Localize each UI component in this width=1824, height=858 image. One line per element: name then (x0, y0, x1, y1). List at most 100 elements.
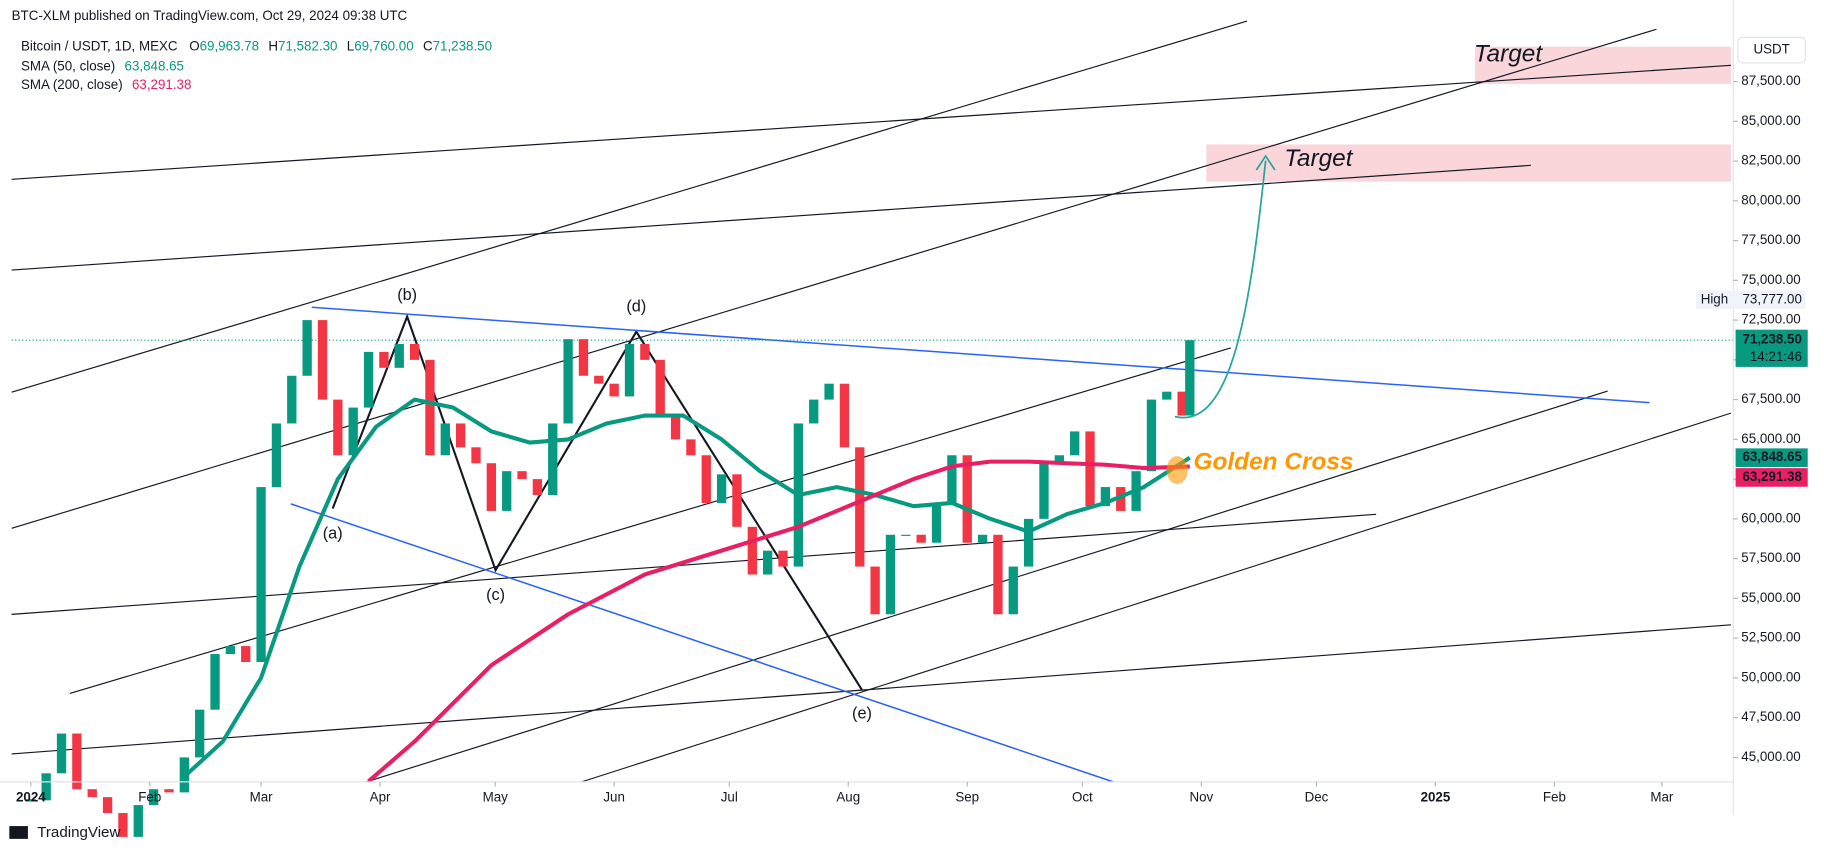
sma-badge (1735, 468, 1808, 487)
y-tick-label: 57,500.00 (1741, 550, 1800, 565)
last-price-badge (1735, 329, 1808, 367)
candle (670, 415, 681, 440)
x-tick-label: Apr (370, 790, 391, 805)
x-tick-label: Aug (836, 790, 860, 805)
x-tick-label: Oct (1072, 790, 1093, 805)
ohlc-key: C (423, 38, 433, 53)
candle (1008, 566, 1018, 615)
candle (563, 339, 573, 424)
candle (256, 487, 266, 662)
candle (1039, 463, 1049, 519)
candle (962, 455, 972, 543)
candle (1162, 391, 1172, 400)
sma-badge (1735, 448, 1808, 467)
ohlc-value: 71,238.50 (433, 38, 492, 53)
currency[interactable]: USDT (1753, 42, 1789, 57)
candle (763, 550, 773, 575)
target-label: Target (1284, 145, 1354, 172)
candle (1185, 340, 1195, 416)
x-tick-label: Feb (1543, 790, 1566, 805)
candle (118, 813, 128, 837)
trend-lines (11, 20, 1732, 783)
x-tick-label: 2025 (1421, 790, 1451, 805)
trend-line (311, 306, 1650, 404)
candle (394, 343, 404, 368)
candle (655, 359, 665, 416)
sma-badge-value: 63,291.38 (1742, 469, 1802, 484)
candle (931, 502, 942, 543)
golden-cross-label: Golden Cross (1194, 449, 1354, 476)
candle (271, 423, 282, 488)
x-tick-label: Dec (1305, 790, 1329, 805)
candle (471, 447, 481, 464)
target-zone (1206, 144, 1731, 182)
x-tick-label: Jul (721, 790, 738, 805)
candle (548, 423, 558, 496)
wave-label: (b) (397, 286, 417, 304)
wave-label: (a) (323, 524, 343, 542)
ohlc-key: H (268, 38, 278, 53)
trend-line (366, 390, 1608, 783)
wave-label: (d) (626, 298, 646, 316)
x-tick-label: Sep (955, 790, 979, 805)
candle (302, 320, 312, 376)
y-tick-label: 47,500.00 (1741, 709, 1800, 724)
candle (778, 550, 788, 567)
candle (148, 789, 159, 806)
legend-value: 63,291.38 (132, 77, 191, 92)
sma-line (367, 459, 1190, 783)
y-tick-label: 77,500.00 (1741, 232, 1800, 247)
candle (1100, 487, 1111, 507)
ohlc-value: 69,760.00 (354, 38, 413, 53)
y-tick-label: 82,500.00 (1741, 153, 1800, 168)
ohlc-key: O (189, 38, 199, 53)
candle (440, 423, 450, 456)
candle (409, 343, 420, 360)
candle (502, 471, 512, 511)
trend-line (11, 20, 1248, 393)
ohlc-key: L (347, 38, 354, 53)
sma-badge-value: 63,848.65 (1742, 449, 1802, 464)
y-tick-label: 45,000.00 (1741, 749, 1800, 764)
candle (901, 534, 911, 536)
y-tick-label: 75,000.00 (1741, 272, 1800, 287)
x-tick-label: Feb (138, 790, 161, 805)
trend-line (290, 503, 1114, 783)
candle (72, 733, 82, 790)
candle (732, 474, 742, 527)
target-zone (1475, 46, 1731, 84)
brand: TradingView (37, 824, 120, 841)
candle (993, 534, 1003, 615)
candle (455, 423, 466, 448)
x-tick-label: 2024 (16, 790, 46, 805)
x-tick-label: Mar (250, 790, 274, 805)
candle (916, 534, 926, 543)
candle (102, 797, 113, 814)
candle (1054, 455, 1064, 464)
candle (701, 455, 711, 503)
candle (1146, 399, 1157, 472)
candle (594, 375, 604, 384)
y-tick-label: 80,000.00 (1741, 192, 1800, 207)
x-tick-label: Jun (603, 790, 625, 805)
candle (317, 320, 328, 400)
countdown: 14:21:46 (1750, 349, 1802, 364)
candle (1085, 431, 1095, 507)
currency-button[interactable] (1737, 36, 1806, 64)
candle (609, 383, 619, 397)
candle (379, 351, 389, 368)
candle (640, 343, 650, 360)
trend-line (11, 513, 1377, 615)
candle (624, 343, 635, 397)
legend-entry: SMA (200, close) 63,291.38 (21, 77, 191, 92)
trend-line (11, 28, 1657, 529)
legend-value: 63,848.65 (125, 58, 184, 73)
candle (164, 789, 174, 793)
candle (686, 439, 696, 456)
candle (225, 646, 236, 655)
arrow-head (1255, 154, 1276, 171)
publish-note: BTC-XLM published on TradingView.com, Oc… (12, 8, 408, 23)
candle (947, 455, 957, 503)
y-tick-label: 52,500.00 (1741, 630, 1800, 645)
